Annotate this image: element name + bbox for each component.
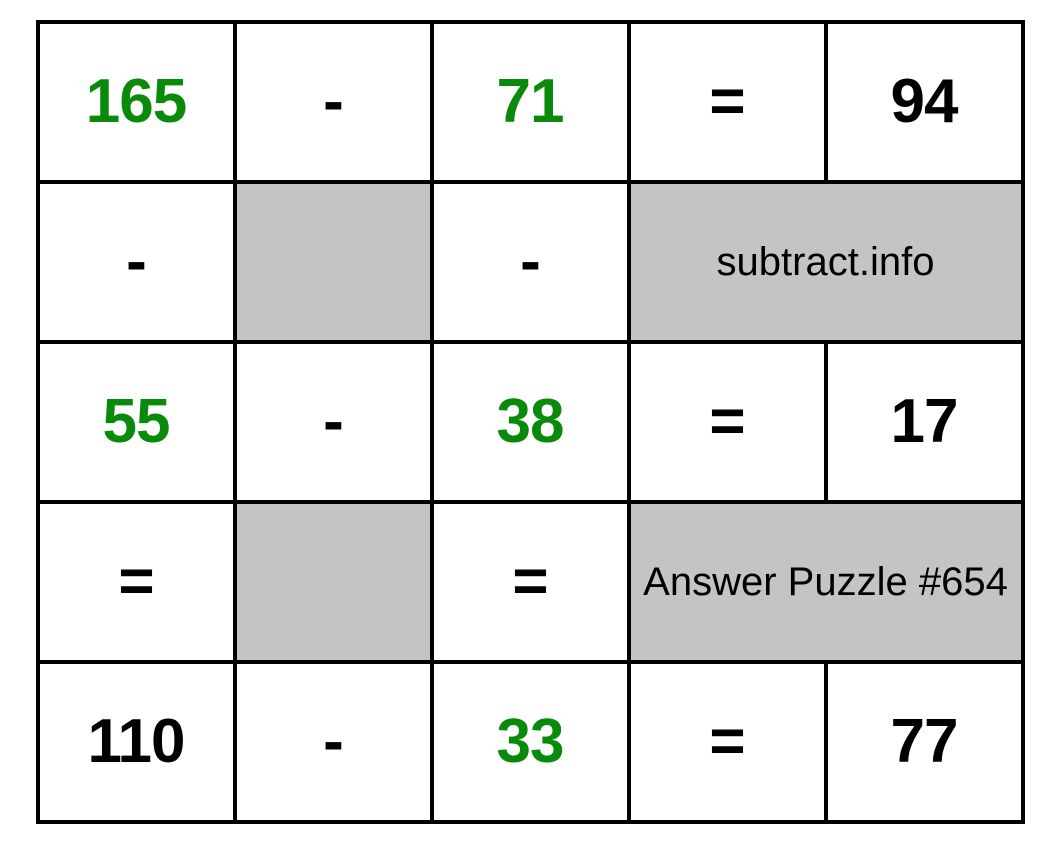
cell-r0-c3-equals: = [629, 22, 826, 182]
cell-r1-info: subtract.info [629, 182, 1023, 342]
cell-r1-c1-blank [235, 182, 432, 342]
cell-r3-c1-blank [235, 502, 432, 662]
cell-r0-c0: 165 [38, 22, 235, 182]
cell-r3-info: Answer Puzzle #654 [629, 502, 1023, 662]
cell-r4-c4: 77 [826, 662, 1023, 822]
cell-r2-c1-operator: - [235, 342, 432, 502]
cell-r3-c2-equals: = [432, 502, 629, 662]
cell-r0-c4: 94 [826, 22, 1023, 182]
cell-r2-c3-equals: = [629, 342, 826, 502]
cell-r2-c4: 17 [826, 342, 1023, 502]
cell-r4-c1-operator: - [235, 662, 432, 822]
cell-r2-c0: 55 [38, 342, 235, 502]
cell-r3-c0-equals: = [38, 502, 235, 662]
cell-r4-c2: 33 [432, 662, 629, 822]
cell-r0-c1-operator: - [235, 22, 432, 182]
cell-r4-c3-equals: = [629, 662, 826, 822]
cell-r1-c0-operator: - [38, 182, 235, 342]
cell-r4-c0: 110 [38, 662, 235, 822]
cell-r0-c2: 71 [432, 22, 629, 182]
puzzle-grid: 165 - 71 = 94 - - subtract.info 55 - 38 … [36, 20, 1025, 824]
cell-r2-c2: 38 [432, 342, 629, 502]
cell-r1-c2-operator: - [432, 182, 629, 342]
